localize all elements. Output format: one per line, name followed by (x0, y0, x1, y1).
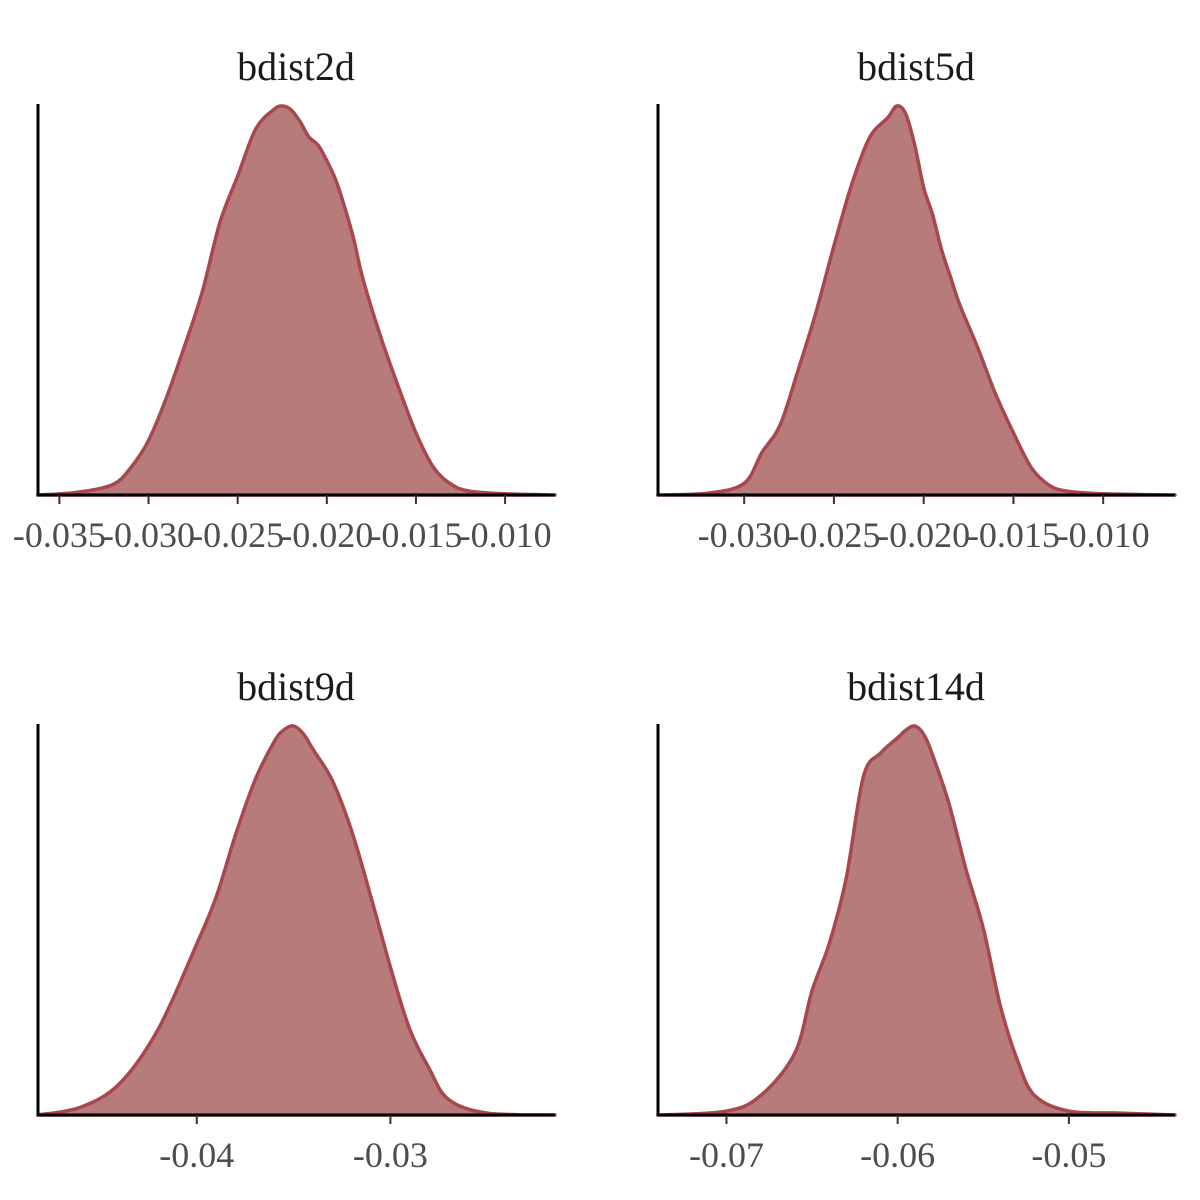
panel: bdist9d -0.04 -0.03 (36, 664, 557, 1175)
x-tick-label: -0.025 (191, 515, 284, 555)
x-tick-label: -0.025 (787, 515, 880, 555)
x-axis-ticks: -0.035-0.030-0.025-0.020-0.015-0.010 (13, 495, 552, 555)
panel: bdist2d -0.035-0.030-0.025-0.020-0.015-0… (13, 44, 557, 555)
x-tick-label: -0.020 (280, 515, 373, 555)
x-tick-label: -0.030 (698, 515, 791, 555)
x-tick-label: -0.035 (13, 515, 106, 555)
panel: bdist5d -0.030-0.025-0.020-0.015-0.010 (656, 44, 1177, 555)
x-axis-ticks: -0.07 -0.06 -0.05 (689, 1115, 1106, 1175)
x-tick-label: -0.015 (369, 515, 462, 555)
x-tick-label: -0.010 (1057, 515, 1150, 555)
x-tick-label: -0.03 (353, 1135, 428, 1175)
x-tick-label: -0.030 (102, 515, 195, 555)
panel-title: bdist14d (847, 664, 985, 709)
density-curve (36, 724, 557, 1117)
panel-title: bdist5d (857, 44, 975, 89)
x-axis-ticks: -0.030-0.025-0.020-0.015-0.010 (698, 495, 1150, 555)
x-tick-label: -0.020 (877, 515, 970, 555)
x-tick-label: -0.010 (459, 515, 552, 555)
density-curve (656, 724, 1177, 1117)
density-curve (656, 104, 1177, 497)
x-tick-label: -0.06 (860, 1135, 935, 1175)
panel-title: bdist2d (237, 44, 355, 89)
x-tick-label: -0.015 (967, 515, 1060, 555)
x-tick-label: -0.04 (159, 1135, 234, 1175)
density-curve (36, 104, 557, 497)
panel: bdist14d -0.07 -0.06 -0.05 (656, 664, 1177, 1175)
panel-title: bdist9d (237, 664, 355, 709)
x-tick-label: -0.07 (689, 1135, 764, 1175)
x-tick-label: -0.05 (1031, 1135, 1106, 1175)
x-axis-ticks: -0.04 -0.03 (159, 1115, 428, 1175)
